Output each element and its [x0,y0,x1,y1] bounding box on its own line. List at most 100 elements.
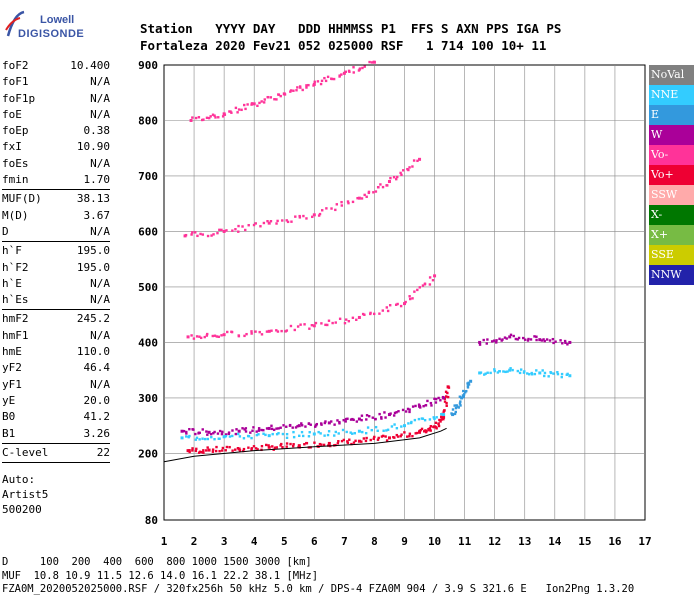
trace-point [377,186,380,189]
trace-point [548,339,552,342]
trace-point [238,435,242,438]
trace-point [327,430,331,433]
trace-point [225,445,229,449]
trace-point [277,432,280,435]
trace-point [419,406,422,409]
trace-point [371,416,374,419]
trace-point [395,433,399,437]
trace-point [399,304,403,308]
trace-point [265,427,269,430]
trace-point [538,338,542,342]
param-label: yF1 [2,377,22,391]
trace-point [393,423,396,426]
trace-point [393,411,397,415]
trace-point [244,228,247,232]
trace-vo [183,157,422,238]
trace-point [311,215,314,219]
trace-point [228,435,232,438]
trace-point [434,397,438,401]
trace-point [188,434,191,438]
trace-point [462,393,466,396]
trace-point [190,334,193,337]
trace-point [211,448,215,451]
trace-point [269,96,273,99]
trace-point [344,70,347,73]
trace-point [334,321,337,324]
trace-point [369,438,372,442]
legend-item: NNW [649,265,694,285]
param-row: D N/A [2,224,110,240]
trace-point [566,343,569,346]
trace-point [396,435,400,438]
trace-point [182,429,186,433]
trace-point [305,86,308,89]
trace-point [186,335,190,339]
trace-point [254,447,258,450]
trace-point [516,369,520,373]
trace-point [291,426,294,429]
trace-point [396,175,399,179]
trace-vo [186,274,437,340]
trace-point [437,396,440,400]
trace-point [267,444,270,447]
param-label: hmF1 [2,328,29,342]
trace-point [217,335,220,339]
trace-point [495,341,498,344]
trace-point [205,116,209,120]
trace-point [290,220,293,223]
trace-point [412,159,416,162]
trace-point [506,370,509,373]
trace-point [296,425,299,428]
trace-point [404,410,408,413]
trace-point [315,422,319,426]
trace-point [514,337,518,341]
trace-point [270,329,273,332]
param-value: 195.0 [76,244,110,258]
trace-point [241,427,244,430]
trace-point [446,391,449,395]
param-label: fmin [2,173,29,187]
param-label: B0 [2,410,16,424]
trace-point [467,381,470,384]
trace-point [277,93,280,96]
trace-point [433,274,437,278]
trace-point [203,437,207,441]
trace-point [358,67,362,70]
trace-point [221,430,224,434]
trace-point [502,370,505,373]
trace-point [460,396,464,400]
trace-point [350,442,353,446]
trace-point [195,447,198,451]
trace-point [442,417,445,421]
trace-point [421,417,425,420]
trace-point [385,429,388,432]
param-value: 3.67 [83,208,111,222]
param-row: C-level 22 [2,445,110,461]
trace-point [384,435,387,438]
trace-point [323,434,326,437]
trace-point [348,70,351,73]
trace-point [392,175,396,179]
trace-point [255,433,259,437]
trace-point [300,430,304,434]
trace-point [199,336,203,340]
footer-muf-row: MUF 10.8 10.9 11.5 12.6 14.0 16.1 22.2 3… [2,569,319,582]
trace-point [222,229,226,233]
trace-point [538,371,542,375]
trace-point [427,428,431,432]
trace-point [357,196,361,200]
param-label: foF2 [2,59,29,72]
trace-point [320,79,324,83]
trace-point [312,213,316,217]
trace-point [457,406,460,409]
trace-point [340,200,343,204]
trace-point [279,444,282,447]
trace-point [288,423,292,427]
trace-point [240,108,243,112]
trace-point [451,408,455,411]
trace-point [526,372,529,375]
trace-point [196,234,199,238]
trace-point [432,416,435,419]
trace-point [523,370,526,373]
trace-point [326,75,330,79]
